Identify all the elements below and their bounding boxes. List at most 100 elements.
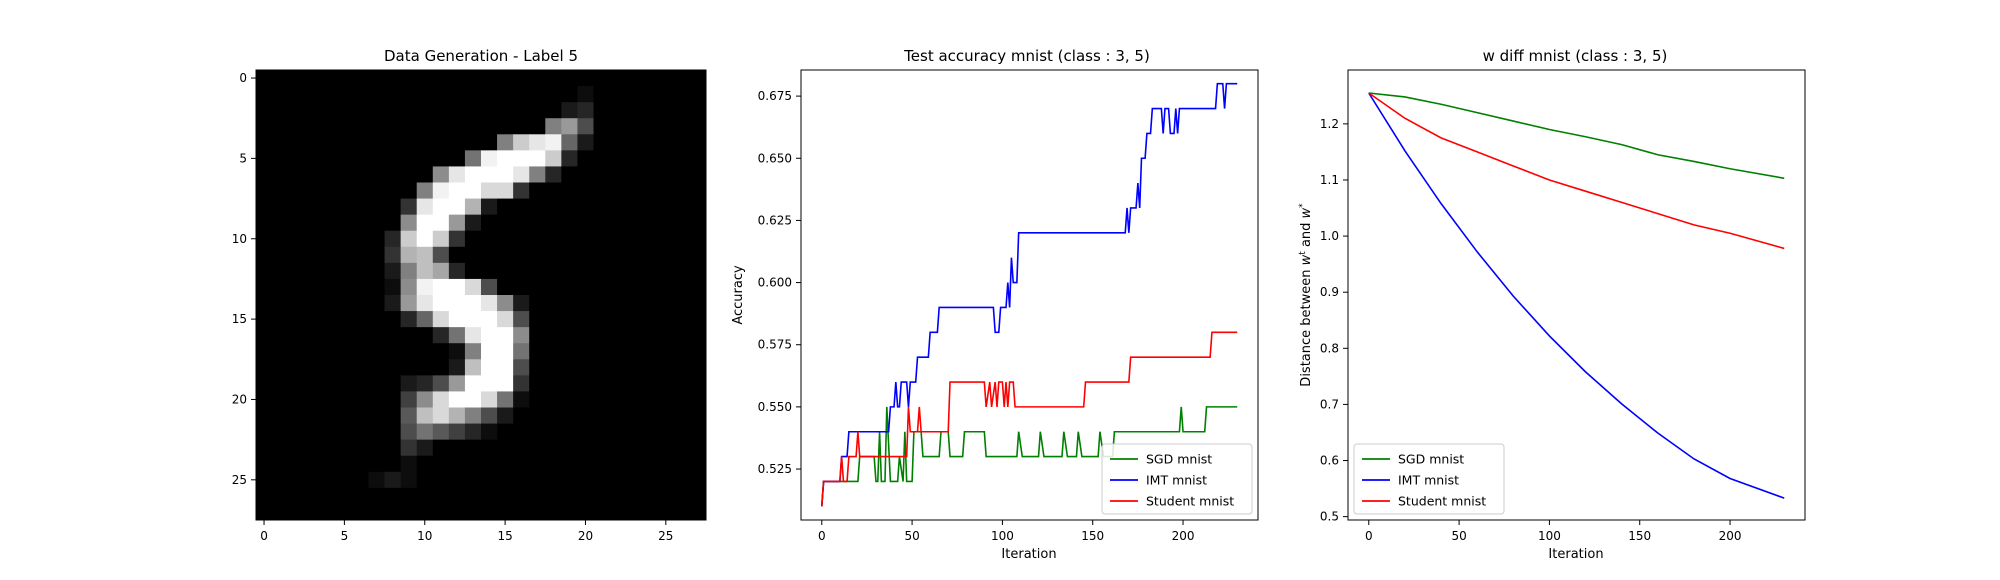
pixel-cell [625,407,643,424]
pixel-cell [545,278,562,296]
pixel-cell [625,118,643,135]
pixel-cell [673,407,691,424]
pixel-cell [368,118,385,135]
pixel-cell [497,166,514,183]
pixel-cell [673,182,691,199]
pixel-cell [336,134,353,151]
pixel-cell [304,295,321,312]
pixel-cell [320,134,337,151]
pixel-cell [272,134,289,151]
pixel-cell [384,407,402,424]
pixel-cell [593,375,610,392]
pixel-cell [641,311,659,328]
pixel-cell [577,230,594,248]
pixel-cell [272,375,289,392]
pixel-cell [593,182,610,199]
pixel-cell [416,407,434,424]
pixel-cell [384,295,402,312]
pixel-cell [448,134,466,151]
pixel-cell [272,455,289,473]
pixel-cell [561,423,578,441]
pixel-cell [689,150,707,167]
pixel-cell [432,471,450,489]
pixel-cell [497,86,514,103]
pixel-cell [352,295,369,312]
pixel-cell [432,102,450,119]
pixel-cell [320,375,337,392]
pixel-cell [304,118,321,135]
pixel-cell [368,262,385,280]
pixel-cell [288,407,305,424]
pixel-cell [545,295,562,312]
pixel-cell [529,295,546,312]
wdiff-x-label: Iteration [1548,547,1603,562]
pixel-cell [577,102,594,119]
pixel-cell [481,102,498,119]
pixel-cell [464,198,482,216]
pixel-cell [641,214,659,232]
pixel-cell [336,86,353,103]
pixel-cell [368,311,385,328]
pixel-cell [416,471,434,489]
pixel-cell [272,471,289,489]
pixel-cell [400,311,418,328]
pixel-cell [272,214,289,232]
pixel-cell [625,278,643,296]
y-tick-label: 5 [239,151,247,165]
pixel-cell [497,327,514,344]
pixel-cell [256,487,273,505]
pixel-cell [384,134,402,151]
pixel-cell [304,407,321,424]
pixel-cell [545,134,562,151]
pixel-cell [593,439,610,457]
pixel-cell [320,391,337,408]
pixel-cell [641,295,659,312]
pixel-cell [689,439,707,457]
pixel-cell [464,391,482,408]
pixel-cell [320,198,337,216]
pixel-cell [272,439,289,457]
pixel-cell [689,70,707,87]
pixel-cell [304,150,321,167]
pixel-cell [609,134,627,151]
pixel-cell [529,471,546,489]
pixel-cell [689,198,707,216]
accuracy-frame [800,69,1259,521]
pixel-cell [464,230,482,248]
pixel-cell [432,391,450,408]
pixel-cell [432,134,450,151]
accuracy-title: Test accuracy mnist (class : 3, 5) [903,47,1150,65]
pixel-cell [657,278,675,296]
pixel-cell [400,86,418,103]
pixel-cell [497,182,514,199]
pixel-cell [545,423,562,441]
pixel-cell [464,327,482,344]
pixel-cell [336,407,353,424]
pixel-cell [336,439,353,457]
pixel-cell [481,407,498,424]
pixel-cell [689,343,707,360]
y-tick-label: 10 [232,232,247,246]
pixel-cell [481,439,498,457]
pixel-cell [448,311,466,328]
pixel-cell [320,455,337,473]
legend-label: Student mnist [1398,494,1486,509]
pixel-cell [609,407,627,424]
pixel-cell [625,182,643,199]
pixel-cell [641,198,659,216]
pixel-cell [577,182,594,199]
x-tick-label: 100 [1538,529,1561,543]
pixel-cell [352,503,369,521]
image-frame [255,69,707,521]
pixel-cell [400,278,418,296]
pixel-cell [609,150,627,167]
pixel-cell [416,327,434,344]
pixel-cell [625,343,643,360]
pixel-cell [384,503,402,521]
pixel-cell [448,439,466,457]
pixel-cell [481,70,498,87]
pixel-cell [432,311,450,328]
pixel-cell [400,150,418,167]
y-tick-label: 0 [239,71,247,85]
pixel-cell [416,503,434,521]
